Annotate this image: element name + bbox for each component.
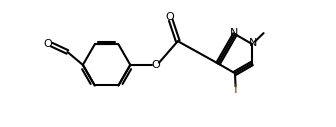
Text: N: N	[230, 28, 238, 37]
Text: O: O	[165, 12, 174, 22]
Text: I: I	[234, 83, 237, 96]
Text: O: O	[151, 60, 160, 70]
Text: N: N	[249, 38, 257, 48]
Text: O: O	[44, 39, 52, 49]
